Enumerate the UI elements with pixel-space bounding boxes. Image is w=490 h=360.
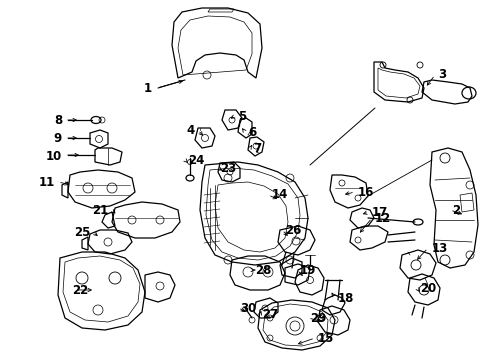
Text: 9: 9 xyxy=(54,131,62,144)
Text: 7: 7 xyxy=(253,141,261,154)
Text: 13: 13 xyxy=(432,242,448,255)
Text: 2: 2 xyxy=(452,203,460,216)
Text: 6: 6 xyxy=(248,126,256,139)
Text: 29: 29 xyxy=(310,311,326,324)
Text: 12: 12 xyxy=(375,211,391,225)
Text: 8: 8 xyxy=(54,113,62,126)
Text: 18: 18 xyxy=(338,292,354,305)
Text: 20: 20 xyxy=(420,282,436,294)
Text: 3: 3 xyxy=(438,68,446,81)
Text: 21: 21 xyxy=(92,203,108,216)
Text: 17: 17 xyxy=(372,206,388,219)
Text: 26: 26 xyxy=(285,224,301,237)
Text: 15: 15 xyxy=(318,332,334,345)
Text: 30: 30 xyxy=(240,302,256,315)
Text: 1: 1 xyxy=(144,81,152,94)
Text: 28: 28 xyxy=(255,264,271,276)
Text: 22: 22 xyxy=(72,284,88,297)
Text: 25: 25 xyxy=(74,225,90,238)
Text: 23: 23 xyxy=(220,162,236,175)
Text: 11: 11 xyxy=(39,175,55,189)
Text: 24: 24 xyxy=(188,153,204,166)
Text: 27: 27 xyxy=(262,309,278,321)
Text: 16: 16 xyxy=(358,185,374,198)
Text: 5: 5 xyxy=(238,109,246,122)
Text: 19: 19 xyxy=(300,264,317,276)
Text: 14: 14 xyxy=(272,189,289,202)
Text: 4: 4 xyxy=(187,123,195,136)
Text: 10: 10 xyxy=(46,149,62,162)
